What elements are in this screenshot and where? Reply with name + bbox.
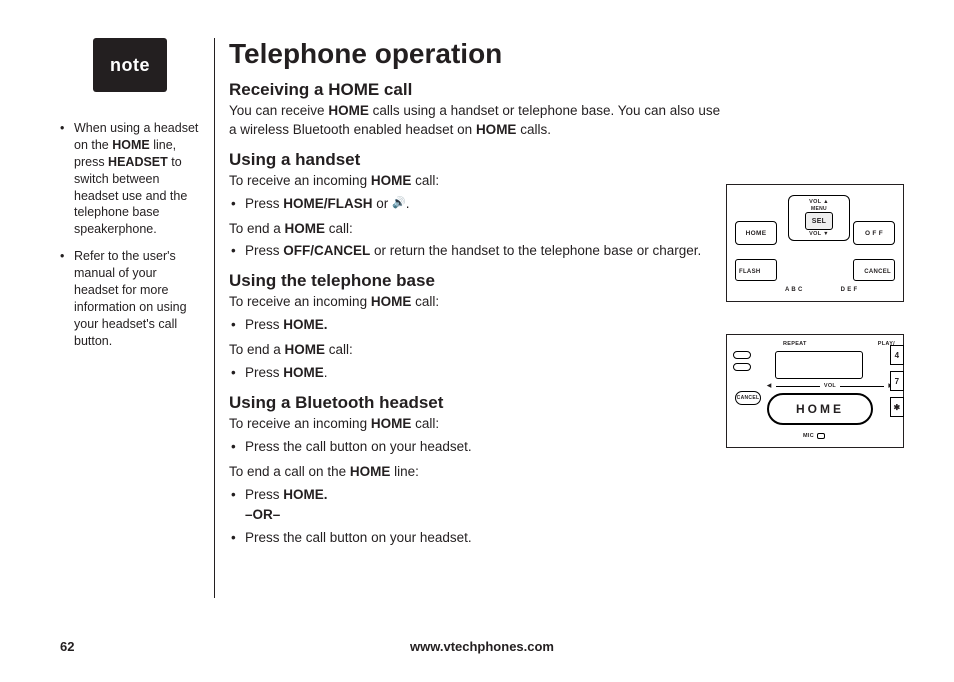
main-content: Telephone operation Receiving a HOME cal…: [225, 38, 904, 618]
sel-button-icon: SEL: [805, 212, 833, 230]
home-button-icon: HOME: [767, 393, 873, 425]
key-star-icon: ✱: [890, 397, 904, 417]
note-badge: note: [93, 38, 167, 92]
or-label: –OR–: [245, 506, 904, 525]
home-key-icon: HOME: [735, 221, 777, 245]
s3-step-1: Press HOME.: [229, 316, 904, 335]
key-7-icon: 7: [890, 371, 904, 391]
s4-end: To end a call on the HOME line:: [229, 463, 904, 482]
page-title: Telephone operation: [229, 38, 904, 70]
cancel-base-icon: CANCEL: [735, 391, 761, 405]
vertical-divider: [214, 38, 215, 598]
speaker-icon: 🔊: [392, 196, 406, 211]
sidebar-notes: note When using a headset on the HOME li…: [60, 38, 212, 618]
s4-step-2: Press HOME. –OR–: [229, 486, 904, 526]
base-screen-icon: [775, 351, 863, 379]
section-handset: Using a handset: [229, 150, 904, 170]
key-4-icon: 4: [890, 345, 904, 365]
footer-url: www.vtechphones.com: [410, 639, 554, 654]
note-item-2: Refer to the user's manual of your heads…: [60, 248, 200, 349]
s4-step-3: Press the call button on your headset.: [229, 529, 904, 548]
handset-diagram: VOL ▲ MENU SEL VOL ▼ HOME O F F FLASHCAN…: [726, 184, 904, 302]
page-footer: 62 www.vtechphones.com: [60, 639, 904, 654]
base-diagram: REPEATPLAY/ ◀VOL▶ CANCEL HOME MIC 4 7 ✱: [726, 334, 904, 448]
page-number: 62: [60, 639, 74, 654]
off-key-icon: O F F: [853, 221, 895, 245]
s1-paragraph: You can receive HOME calls using a hands…: [229, 102, 729, 140]
section-receiving: Receiving a HOME call: [229, 80, 904, 100]
note-item-1: When using a headset on the HOME line, p…: [60, 120, 200, 238]
mic-label: MIC: [803, 433, 825, 439]
